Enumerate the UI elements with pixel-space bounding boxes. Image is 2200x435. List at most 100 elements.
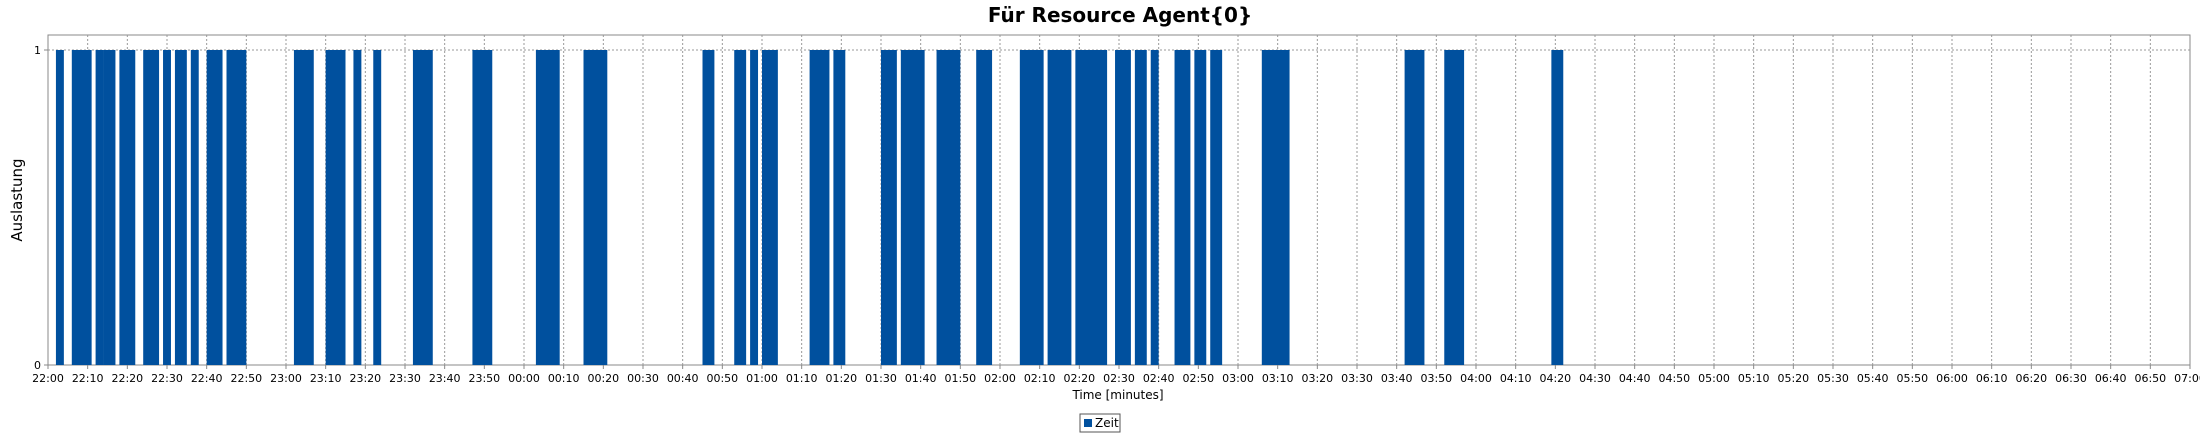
- x-tick-label: 05:50: [1896, 372, 1928, 385]
- bar: [353, 50, 362, 365]
- x-tick-label: 00:40: [667, 372, 699, 385]
- bar: [1174, 50, 1191, 365]
- bar: [833, 50, 846, 365]
- x-tick-label: 05:00: [1698, 372, 1730, 385]
- x-tick-label: 04:00: [1460, 372, 1492, 385]
- bar: [1150, 50, 1159, 365]
- x-tick-label: 01:40: [905, 372, 937, 385]
- x-tick-label: 01:10: [786, 372, 818, 385]
- x-tick-label: 04:10: [1500, 372, 1532, 385]
- bar: [1210, 50, 1223, 365]
- bar: [1075, 50, 1108, 365]
- x-tick-label: 05:30: [1817, 372, 1849, 385]
- bar: [1134, 50, 1147, 365]
- bar: [936, 50, 961, 365]
- bar: [734, 50, 747, 365]
- bar: [750, 50, 759, 365]
- bar: [55, 50, 64, 365]
- x-axis: 22:00 22:10 22:20 22:30 22:40 22:50 23:00 23:10…: [32, 365, 2200, 385]
- bar: [293, 50, 314, 365]
- x-tick-label: 05:40: [1857, 372, 1889, 385]
- x-tick-label: 22:50: [230, 372, 262, 385]
- x-tick-label: 04:40: [1619, 372, 1651, 385]
- bar: [325, 50, 346, 365]
- x-tick-label: 02:50: [1182, 372, 1214, 385]
- bar: [190, 50, 199, 365]
- x-tick-label: 04:20: [1539, 372, 1571, 385]
- x-tick-label: 01:50: [944, 372, 976, 385]
- bar: [702, 50, 715, 365]
- legend-label-zeit: Zeit: [1095, 416, 1119, 430]
- legend: Zeit: [1079, 413, 1121, 433]
- x-tick-label: 07:00: [2174, 372, 2200, 385]
- x-tick-label: 06:10: [1976, 372, 2008, 385]
- bar: [373, 50, 382, 365]
- bar: [71, 50, 92, 365]
- bar: [881, 50, 897, 365]
- x-tick-label: 23:30: [389, 372, 421, 385]
- x-tick-label: 06:00: [1936, 372, 1968, 385]
- chart-title: Für Resource Agent{0}: [988, 3, 1252, 27]
- bar: [226, 50, 247, 365]
- x-tick-label: 22:10: [72, 372, 104, 385]
- y-tick-label: 0: [34, 359, 41, 372]
- x-tick-label: 03:00: [1222, 372, 1254, 385]
- x-tick-label: 05:10: [1738, 372, 1770, 385]
- bar: [1404, 50, 1425, 365]
- bar: [103, 50, 116, 365]
- y-axis: 01: [34, 44, 48, 372]
- x-tick-label: 03:30: [1341, 372, 1373, 385]
- x-tick-label: 04:30: [1579, 372, 1611, 385]
- bar: [119, 50, 136, 365]
- x-tick-label: 00:30: [627, 372, 659, 385]
- x-tick-label: 01:30: [865, 372, 897, 385]
- x-tick-label: 23:00: [270, 372, 302, 385]
- bar: [583, 50, 608, 365]
- x-tick-label: 06:40: [2095, 372, 2127, 385]
- bar: [174, 50, 187, 365]
- x-tick-label: 22:20: [111, 372, 143, 385]
- x-tick-label: 02:30: [1103, 372, 1135, 385]
- x-axis-label: Time [minutes]: [1071, 388, 1163, 402]
- y-axis-label: Auslastung: [8, 158, 26, 241]
- x-tick-label: 06:30: [2055, 372, 2087, 385]
- x-tick-label: 02:10: [1024, 372, 1056, 385]
- x-tick-label: 02:20: [1063, 372, 1095, 385]
- x-tick-label: 06:50: [2134, 372, 2166, 385]
- bar: [1551, 50, 1564, 365]
- x-tick-label: 23:50: [468, 372, 500, 385]
- x-tick-label: 00:10: [548, 372, 580, 385]
- bar: [1194, 50, 1207, 365]
- bar: [809, 50, 830, 365]
- bar: [1444, 50, 1465, 365]
- x-tick-label: 03:40: [1381, 372, 1413, 385]
- x-tick-label: 02:40: [1143, 372, 1175, 385]
- bar: [163, 50, 171, 365]
- x-tick-label: 23:40: [429, 372, 461, 385]
- x-tick-label: 22:30: [151, 372, 183, 385]
- bar: [976, 50, 993, 365]
- x-tick-label: 01:20: [825, 372, 857, 385]
- bars: [55, 50, 1564, 365]
- bar: [1047, 50, 1072, 365]
- bar: [1115, 50, 1131, 365]
- x-tick-label: 23:10: [310, 372, 342, 385]
- bar: [762, 50, 778, 365]
- x-tick-label: 06:20: [2015, 372, 2047, 385]
- bar: [1261, 50, 1290, 365]
- bar: [412, 50, 433, 365]
- bar: [143, 50, 160, 365]
- x-tick-label: 01:00: [746, 372, 778, 385]
- x-tick-label: 00:50: [706, 372, 738, 385]
- x-tick-label: 03:20: [1301, 372, 1333, 385]
- bar: [472, 50, 493, 365]
- x-tick-label: 02:00: [984, 372, 1016, 385]
- legend-box: [1079, 413, 1121, 433]
- x-tick-label: 00:00: [508, 372, 540, 385]
- bar: [95, 50, 104, 365]
- y-tick-label: 1: [34, 44, 41, 57]
- x-tick-label: 22:00: [32, 372, 64, 385]
- bar: [206, 50, 223, 365]
- x-tick-label: 05:20: [1777, 372, 1809, 385]
